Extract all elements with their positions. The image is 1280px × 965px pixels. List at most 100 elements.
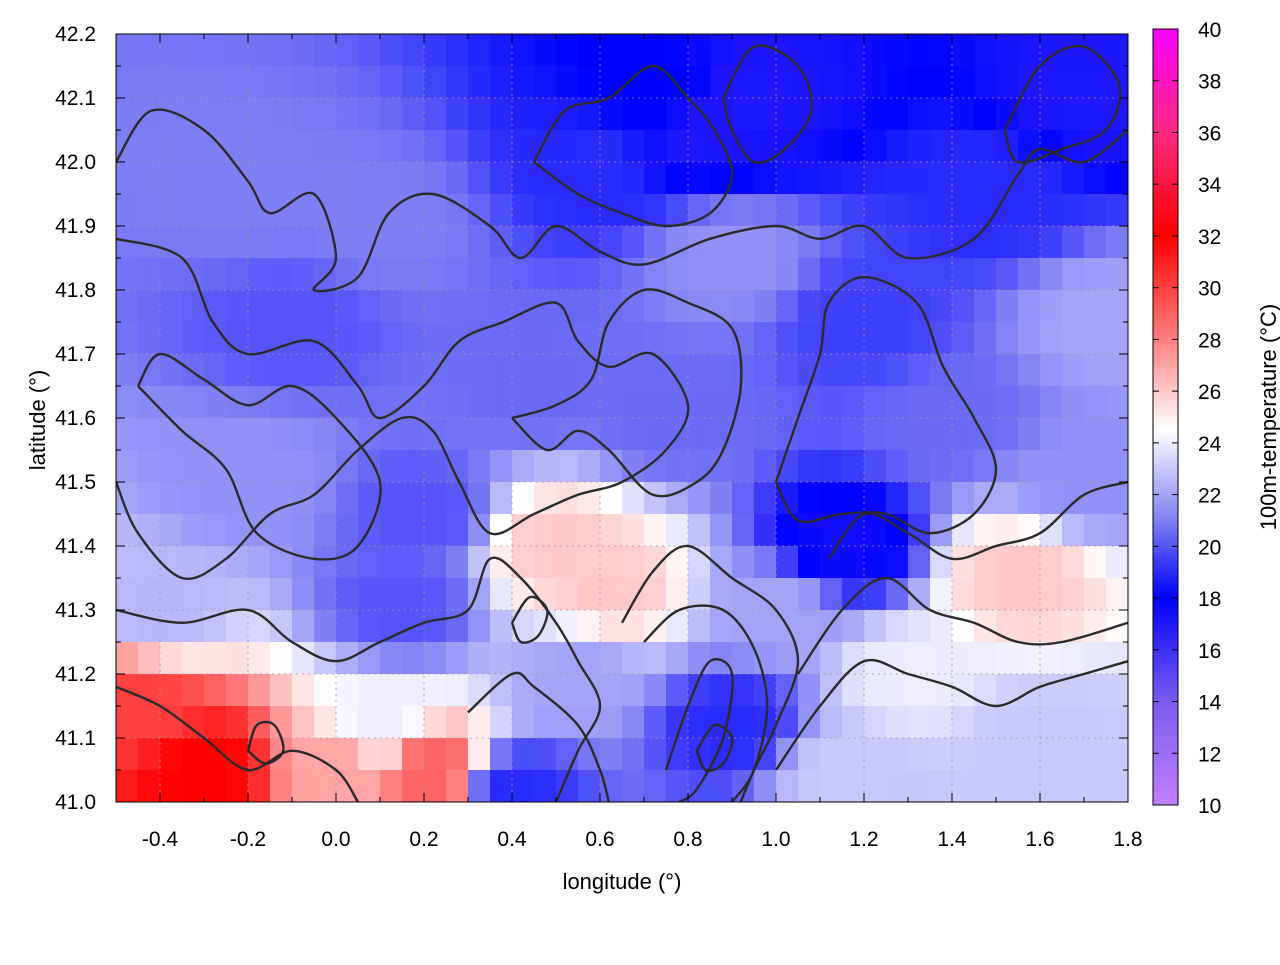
field-cell [160,194,183,227]
field-cell [578,354,601,387]
field-cell [908,706,931,739]
field-cell [644,162,667,195]
field-cell [204,34,227,67]
field-cell [1040,610,1063,643]
field-cell [138,194,161,227]
field-cell [468,546,491,579]
field-cell [996,162,1019,195]
field-cell [622,514,645,547]
field-cell [622,674,645,707]
field-cell [534,258,557,291]
field-cell [270,322,293,355]
field-cell [248,514,271,547]
field-cell [490,546,513,579]
field-cell [160,162,183,195]
field-cell [490,674,513,707]
field-cell [666,194,689,227]
field-cell [512,450,535,483]
field-cell [776,258,799,291]
field-cell [182,34,205,67]
field-cell [644,386,667,419]
field-cell [314,578,337,611]
field-cell [182,770,205,802]
field-cell [820,258,843,291]
field-cell [556,66,579,99]
field-cell [204,450,227,483]
field-cell [380,34,403,67]
field-cell [204,194,227,227]
field-cell [204,578,227,611]
field-cell [270,482,293,515]
field-cell [1040,738,1063,771]
field-cell [688,386,711,419]
colorbar-tick-label: 18 [1198,588,1221,611]
field-cell [710,322,733,355]
field-cell [512,194,535,227]
field-cell [996,642,1019,675]
field-cell [182,642,205,675]
field-cell [336,290,359,323]
field-cell [1106,578,1128,611]
field-cell [842,258,865,291]
field-cell [160,386,183,419]
y-tick-label: 41.3 [55,599,96,622]
field-cell [182,706,205,739]
field-cell [930,34,953,67]
field-cell [688,130,711,163]
field-cell [842,290,865,323]
field-cell [512,482,535,515]
field-cell [644,674,667,707]
field-cell [138,386,161,419]
field-cell [292,738,315,771]
field-cell [1018,226,1041,259]
field-cell [666,770,689,802]
field-cell [226,418,249,451]
field-cell [820,226,843,259]
field-cell [314,546,337,579]
field-cell [424,162,447,195]
field-cell [666,258,689,291]
x-tick-label: 0.8 [673,828,702,851]
field-cell [182,546,205,579]
y-tick-label: 42.1 [55,87,96,110]
field-cell [160,98,183,131]
field-cell [688,98,711,131]
x-tick-label: 1.8 [1113,828,1142,851]
field-cell [930,66,953,99]
field-cell [864,258,887,291]
field-cell [974,642,997,675]
field-cell [270,386,293,419]
field-cell [446,642,469,675]
field-cell [1040,258,1063,291]
field-cell [292,130,315,163]
colorbar-tick-label: 40 [1198,19,1221,42]
y-tick-label: 41.8 [55,279,96,302]
field-cell [270,610,293,643]
field-cell [952,290,975,323]
field-cell [358,34,381,67]
field-cell [270,418,293,451]
field-cell [380,322,403,355]
field-cell [556,386,579,419]
field-cell [292,770,315,802]
field-cell [1018,450,1041,483]
field-cell [446,674,469,707]
contour-line [664,657,734,802]
field-cell [1040,162,1063,195]
field-cell [908,162,931,195]
field-cell [710,482,733,515]
field-cell [908,482,931,515]
field-cell [402,482,425,515]
field-cell [116,130,139,163]
field-cell [248,226,271,259]
field-cell [490,706,513,739]
field-cell [842,34,865,67]
field-cell [248,290,271,323]
field-cell [1018,98,1041,131]
field-cell [666,162,689,195]
field-cell [622,610,645,643]
field-cell [116,610,139,643]
field-cell [930,738,953,771]
field-cell [1062,674,1085,707]
field-cell [336,162,359,195]
